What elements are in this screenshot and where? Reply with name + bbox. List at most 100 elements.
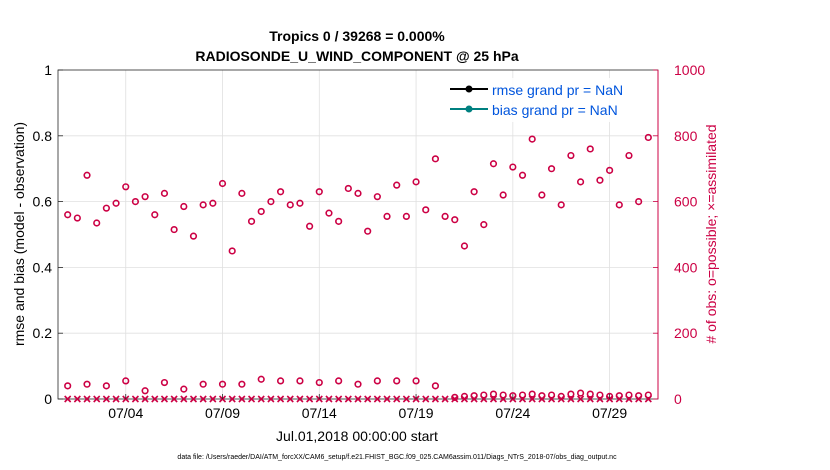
obs-possible-marker <box>335 217 343 225</box>
obs-assimilated-marker <box>325 395 333 403</box>
obs-possible-marker <box>238 189 246 197</box>
y-tick-label-right: 400 <box>674 259 698 275</box>
obs-possible-marker <box>354 189 362 197</box>
obs-assimilated-marker <box>557 395 565 403</box>
obs-possible-marker <box>364 227 372 235</box>
obs-possible-marker <box>547 165 556 173</box>
obs-possible-marker <box>373 193 381 201</box>
obs-possible-marker <box>393 181 401 189</box>
obs-possible-marker <box>489 160 498 168</box>
obs-possible-marker <box>393 377 401 385</box>
obs-possible-marker <box>151 211 159 219</box>
obs-assimilated-marker <box>141 395 149 403</box>
obs-possible-marker <box>306 222 314 230</box>
obs-assimilated-marker <box>344 395 352 403</box>
x-tick-label: 07/09 <box>205 405 240 421</box>
obs-possible-marker <box>83 171 91 179</box>
obs-possible-marker <box>606 166 614 174</box>
obs-possible-marker <box>586 390 594 398</box>
obs-possible-marker <box>141 193 149 201</box>
obs-assimilated-marker <box>83 395 91 403</box>
obs-possible-marker <box>518 171 527 179</box>
data-file-footer: data file: /Users/raeder/DAI/ATM_forcXX/… <box>177 454 617 461</box>
obs-possible-marker <box>209 199 217 207</box>
obs-assimilated-marker <box>335 395 343 403</box>
x-axis-label: Jul.01,2018 00:00:00 start <box>276 428 438 444</box>
obs-assimilated-marker <box>112 395 120 403</box>
obs-possible-marker <box>509 163 517 171</box>
obs-possible-marker <box>451 216 459 224</box>
obs-possible-marker <box>102 382 110 390</box>
series-possible-obs-lower- <box>64 375 440 395</box>
obs-assimilated-marker <box>267 395 275 403</box>
obs-possible-marker <box>528 390 536 398</box>
obs-assimilated-marker <box>199 395 207 403</box>
obs-possible-marker <box>431 382 440 390</box>
obs-possible-marker <box>189 232 198 240</box>
obs-possible-marker <box>93 219 101 227</box>
obs-possible-marker <box>247 217 256 225</box>
obs-assimilated-marker <box>489 395 498 403</box>
obs-possible-marker <box>557 201 565 209</box>
obs-assimilated-marker <box>286 395 294 403</box>
obs-possible-marker <box>228 247 236 255</box>
y-tick-label-right: 800 <box>674 128 698 144</box>
obs-possible-marker <box>180 385 188 393</box>
obs-assimilated-marker <box>499 395 507 403</box>
obs-possible-marker <box>344 184 352 193</box>
obs-assimilated-marker <box>518 395 527 403</box>
x-tick-label: 07/29 <box>592 405 627 421</box>
y-tick-label-right: 0 <box>674 391 682 407</box>
chart-title-line2: RADIOSONDE_U_WIND_COMPONENT @ 25 hPa <box>195 48 518 64</box>
obs-possible-marker <box>218 179 227 188</box>
obs-assimilated-marker <box>238 395 246 403</box>
y-tick-label-left: 0.2 <box>33 325 53 341</box>
obs-possible-marker <box>576 389 585 397</box>
obs-assimilated-marker <box>209 395 217 403</box>
legend-rmse-marker <box>465 85 473 93</box>
legend-rmse-label: rmse grand pr = NaN <box>492 82 623 98</box>
obs-assimilated-marker <box>451 395 459 403</box>
obs-possible-marker <box>286 201 294 209</box>
obs-possible-marker <box>499 191 507 199</box>
obs-possible-marker <box>199 201 207 209</box>
obs-possible-marker <box>422 206 430 214</box>
y-tick-label-left: 1 <box>44 62 52 78</box>
y-axis-label-right: # of obs: o=possible; ×=assimilated <box>703 124 719 343</box>
obs-possible-marker <box>267 198 275 206</box>
obs-assimilated-marker <box>170 395 178 403</box>
obs-possible-marker <box>596 176 604 184</box>
obs-possible-marker <box>64 382 72 390</box>
obs-assimilated-marker <box>577 395 585 403</box>
obs-possible-marker <box>489 390 498 398</box>
obs-assimilated-marker <box>93 395 101 403</box>
obs-assimilated-marker <box>151 395 159 403</box>
obs-possible-marker <box>625 151 633 160</box>
obs-possible-marker <box>441 212 449 221</box>
legend-bias-marker <box>465 105 473 113</box>
obs-possible-marker <box>112 199 120 207</box>
y-tick-label-right: 600 <box>674 194 698 210</box>
obs-possible-marker <box>518 391 527 399</box>
obs-assimilated-marker <box>189 395 198 403</box>
x-tick-label: 07/14 <box>302 405 337 421</box>
obs-possible-marker <box>538 191 546 199</box>
axes: 07/04 07/09 07/14 07/19 07/24 07/29 0 0.2 0.4 0.6… <box>33 62 706 421</box>
obs-possible-marker <box>131 198 140 206</box>
obs-assimilated-marker <box>296 395 304 403</box>
data-marks <box>64 133 652 403</box>
obs-possible-marker <box>576 178 585 186</box>
obs-possible-marker <box>547 391 556 399</box>
obs-possible-marker <box>276 377 285 385</box>
obs-assimilated-marker <box>180 395 188 403</box>
obs-assimilated-marker <box>354 395 362 403</box>
obs-possible-marker <box>199 380 207 388</box>
obs-possible-marker <box>141 387 149 395</box>
obs-possible-marker <box>451 393 459 401</box>
y-tick-label-right: 1000 <box>674 62 705 78</box>
obs-assimilated-marker <box>306 395 314 403</box>
obs-assimilated-marker <box>441 395 449 403</box>
obs-assimilated-marker <box>228 395 236 403</box>
